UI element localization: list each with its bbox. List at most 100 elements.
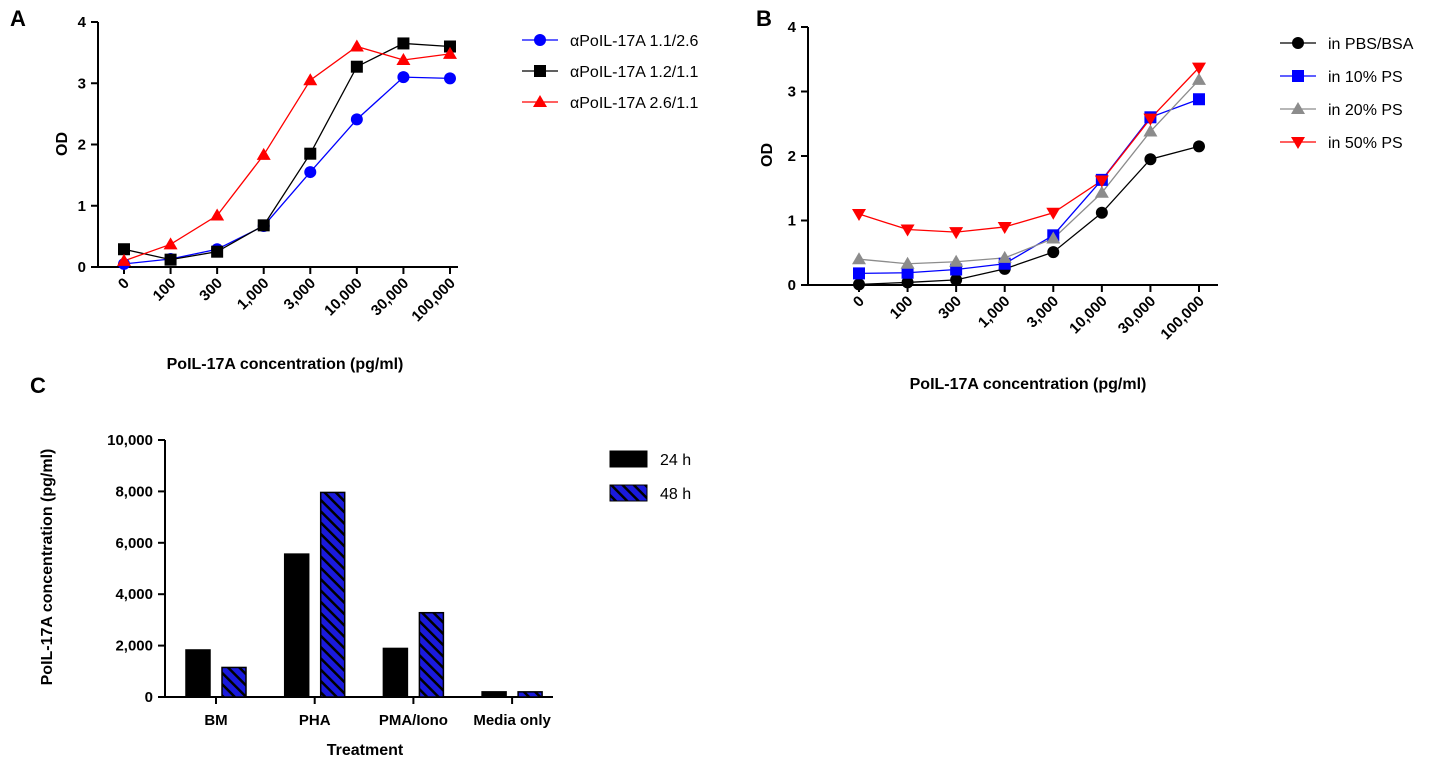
chart-a-x-tick-label: 10,000: [321, 275, 365, 319]
chart-a-legend-label: αPoIL-17A 1.1/2.6: [570, 33, 699, 50]
chart-a-legend-label: αPoIL-17A 1.2/1.1: [570, 64, 699, 81]
chart-a-series-1-point: [118, 243, 130, 256]
chart-b-x-tick-label: 10,000: [1066, 293, 1110, 337]
chart-b-series-3-point: [997, 221, 1012, 234]
chart-b-series-2-point: [900, 256, 915, 269]
chart-b-series-3-point: [852, 209, 866, 222]
chart-a-x-tick-label: 3,000: [281, 275, 320, 314]
chart-b-x-tick-label: 0: [850, 293, 868, 311]
chart-a-x-tick-label: 300: [196, 275, 226, 305]
chart-a-series-2-point: [210, 208, 225, 221]
chart-c-bar-48h: [418, 611, 445, 698]
chart-a-y-tick-label: 3: [78, 75, 86, 92]
chart-a: OD PoIL-17A concentration (pg/ml) 0 1 2 3 4 0…: [54, 14, 699, 373]
chart-a-y-tick-label: 2: [78, 137, 86, 154]
chart-b-series-line-2: [858, 79, 1200, 265]
chart-b-series-1-point: [1192, 93, 1205, 106]
chart-b-series-0-point: [1144, 153, 1157, 166]
chart-b-series-0-point: [1192, 140, 1205, 153]
chart-b-series-3-point: [900, 224, 915, 237]
chart-b: OD PoIL-17A concentration (pg/ml) 0 1 2 3 4 0…: [759, 19, 1414, 393]
chart-a-x-tick-label: 100,000: [408, 275, 458, 325]
chart-a-series-line-0: [123, 76, 451, 265]
chart-b-legend-marker: [1291, 102, 1305, 114]
panel-label-a: A: [10, 6, 26, 31]
chart-a-series-1-point: [211, 245, 224, 258]
chart-c-legend-label: 24 h: [660, 452, 691, 469]
chart-c-y-tick-label: 0: [145, 689, 153, 706]
chart-b-series-0-point: [1095, 206, 1108, 219]
chart-b-series-2-point: [852, 252, 866, 265]
chart-c-bar-24h: [382, 647, 409, 698]
chart-b-series-0-point: [950, 273, 963, 286]
chart-b-series-0-point: [853, 278, 865, 291]
chart-a-series-1-point: [443, 40, 456, 53]
chart-c-y-tick-label: 4,000: [115, 586, 153, 603]
chart-a-x-axis-title: PoIL-17A concentration (pg/ml): [167, 356, 404, 373]
chart-c-x-tick-label: Media only: [473, 712, 551, 729]
chart-a-series-0-point: [304, 166, 317, 179]
chart-b-series-3-point: [1046, 207, 1061, 220]
chart-b-series-1-point: [853, 267, 865, 280]
chart-a-series-0-point: [397, 71, 410, 84]
chart-b-x-tick-label: 30,000: [1115, 293, 1159, 337]
chart-b-series-2-point: [1191, 72, 1206, 85]
chart-b-x-tick-label: 3,000: [1024, 293, 1063, 332]
chart-b-y-tick-label: 1: [788, 213, 796, 230]
chart-a-series-2-point: [349, 39, 364, 52]
chart-a-y-tick-label: 0: [78, 259, 86, 276]
chart-a-series-2-point: [256, 147, 271, 160]
chart-c-legend-label: 48 h: [660, 486, 691, 503]
chart-b-legend-marker: [1292, 37, 1304, 49]
chart-c: PoIL-17A concentration (pg/ml) Treatment…: [39, 432, 691, 759]
chart-b-x-tick-label: 300: [935, 293, 965, 323]
chart-c-bar-24h: [185, 649, 211, 698]
chart-a-series-line-1: [123, 42, 451, 261]
chart-b-x-axis-title: PoIL-17A concentration (pg/ml): [910, 376, 1147, 393]
chart-a-legend-marker: [534, 65, 546, 77]
chart-c-x-tick-label: BM: [204, 712, 227, 729]
chart-a-x-tick-label: 0: [115, 275, 133, 293]
chart-b-y-axis-title: OD: [759, 143, 776, 167]
chart-a-series-2-point: [442, 46, 457, 59]
chart-c-y-axis-title: PoIL-17A concentration (pg/ml): [39, 449, 56, 686]
chart-b-x-tick-label: 100,000: [1157, 293, 1207, 343]
chart-b-legend-label: in 50% PS: [1328, 135, 1403, 152]
chart-a-series-1-point: [257, 219, 270, 232]
chart-b-series-0-point: [1047, 246, 1060, 259]
chart-a-series-1-point: [164, 253, 177, 266]
chart-b-series-3-point: [949, 227, 964, 240]
chart-b-y-tick-label: 3: [788, 84, 796, 101]
chart-c-bar-48h: [319, 491, 346, 698]
chart-a-legend-label: αPoIL-17A 2.6/1.1: [570, 95, 699, 112]
chart-b-x-tick-label: 100: [887, 293, 917, 323]
chart-b-series-line-1: [858, 98, 1200, 275]
chart-a-series-1-point: [397, 37, 410, 50]
chart-b-series-2-point: [1143, 124, 1158, 137]
chart-b-series-2-point: [997, 250, 1012, 263]
chart-a-x-tick-label: 100: [150, 275, 180, 305]
chart-a-legend-marker: [533, 95, 547, 107]
chart-c-x-tick-label: PHA: [299, 712, 331, 729]
chart-c-y-tick-label: 8,000: [115, 483, 153, 500]
chart-c-bar-48h: [517, 691, 543, 698]
chart-b-series-line-3: [858, 67, 1200, 233]
chart-a-series-line-2: [123, 45, 451, 262]
chart-a-series-0-point: [443, 72, 456, 85]
chart-c-x-tick-label: PMA/Iono: [379, 712, 448, 729]
chart-b-series-0-point: [901, 276, 914, 289]
chart-b-series-2-point: [1046, 231, 1061, 244]
chart-a-x-tick-label: 30,000: [368, 275, 412, 319]
chart-c-y-tick-label: 6,000: [115, 535, 153, 552]
chart-b-series-3-point: [1143, 113, 1158, 126]
chart-a-legend-marker: [534, 34, 546, 46]
chart-c-bar-24h: [283, 553, 310, 698]
chart-b-series-2-point: [1094, 185, 1109, 198]
chart-b-legend-label: in 20% PS: [1328, 102, 1403, 119]
chart-b-y-tick-label: 2: [788, 148, 796, 165]
chart-c-legend-swatch: [609, 450, 648, 468]
chart-a-y-tick-label: 1: [78, 198, 86, 215]
chart-b-series-3-point: [1191, 62, 1206, 75]
chart-a-series-1-point: [350, 60, 363, 73]
